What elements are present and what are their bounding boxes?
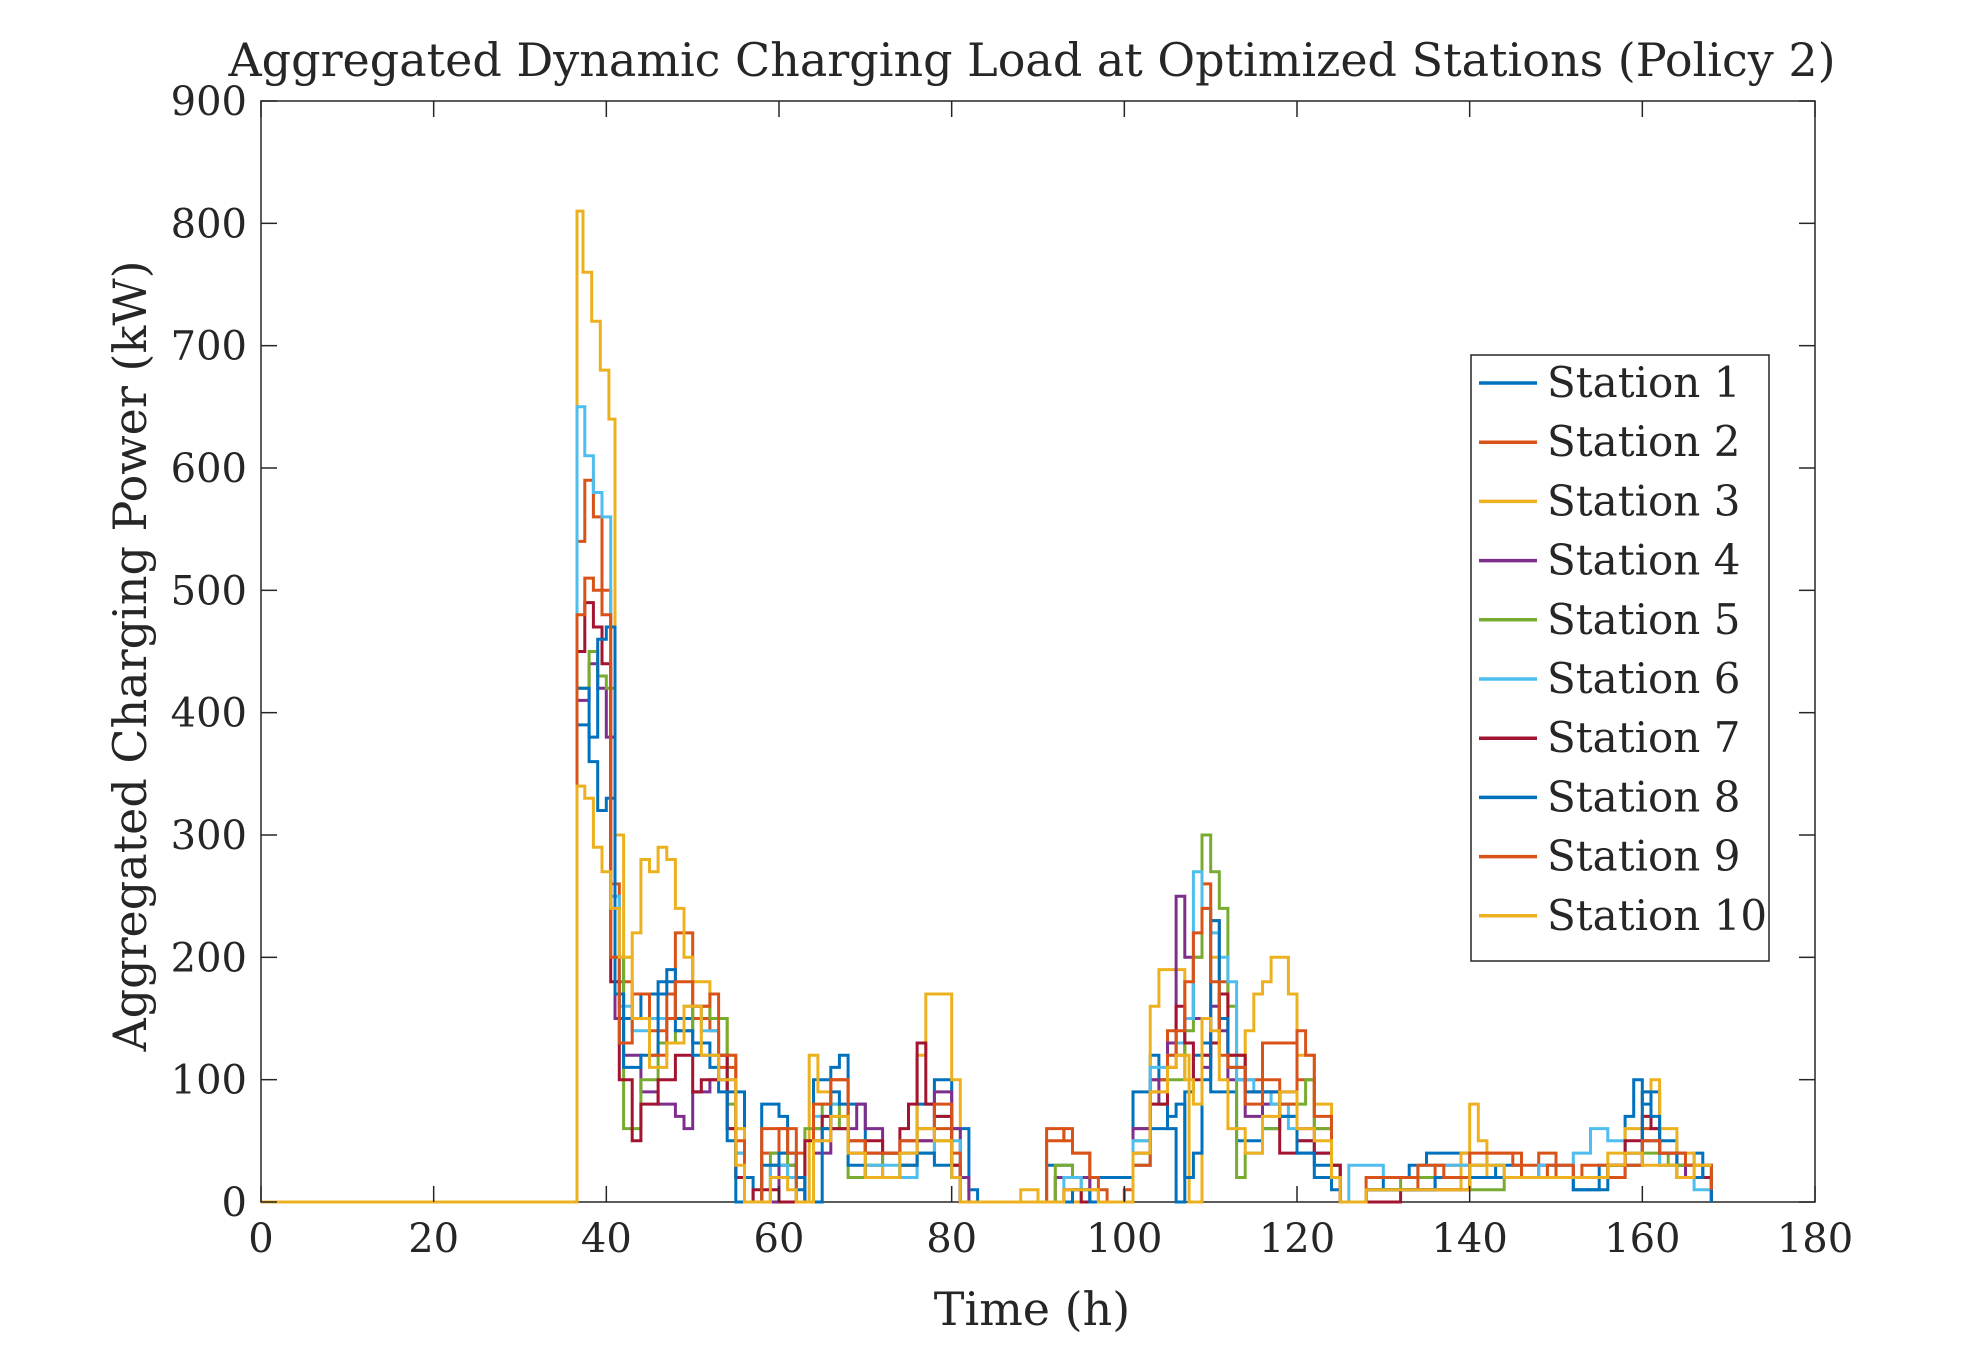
y-tick-label: 500 (171, 568, 247, 614)
legend-label-station-5: Station 5 (1547, 595, 1740, 644)
x-axis-label: Time (h) (934, 1282, 1130, 1336)
legend-label-station-4: Station 4 (1547, 536, 1740, 585)
x-tick-label: 60 (754, 1216, 805, 1262)
y-tick-label: 100 (171, 1058, 247, 1104)
x-tick-label: 40 (581, 1216, 632, 1262)
legend-label-station-8: Station 8 (1547, 772, 1740, 821)
ticks-group (260, 100, 1816, 1203)
legend-items: Station 1 Station 2 Station 3 Station 4 Stat… (1479, 358, 1767, 940)
legend-label-station-6: Station 6 (1547, 654, 1740, 703)
series-line-station-10 (261, 784, 1712, 1204)
x-tick-labels: 0 20 40 60 80 100 120 140 160 180 (248, 1216, 1853, 1262)
y-tick-labels: 0 100 200 300 400 500 600 700 800 900 (171, 79, 247, 1226)
legend-label-station-3: Station 3 (1547, 476, 1740, 525)
chart-title: Aggregated Dynamic Charging Load at Opti… (227, 33, 1835, 87)
x-tick-label: 80 (926, 1216, 977, 1262)
x-tick-label: 0 (248, 1216, 273, 1262)
y-tick-label: 800 (171, 201, 247, 247)
series-group (261, 209, 1713, 1204)
x-tick-label: 160 (1604, 1216, 1680, 1262)
x-tick-label: 140 (1431, 1216, 1507, 1262)
y-tick-label: 200 (171, 935, 247, 981)
legend-label-station-9: Station 9 (1547, 832, 1740, 881)
y-tick-label: 700 (171, 324, 247, 370)
y-axis-label: Aggregated Charging Power (kW) (103, 260, 157, 1052)
x-tick-label: 120 (1259, 1216, 1335, 1262)
y-tick-label: 0 (222, 1180, 247, 1226)
legend: Station 1 Station 2 Station 3 Station 4 Stat… (1470, 354, 1770, 962)
y-tick-label: 400 (171, 691, 247, 737)
legend-label-station-2: Station 2 (1547, 417, 1740, 466)
legend-label-station-7: Station 7 (1547, 713, 1740, 762)
series-line-station-9 (261, 576, 1713, 1204)
legend-box (1470, 354, 1770, 962)
y-tick-label: 600 (171, 446, 247, 492)
legend-label-station-10: Station 10 (1547, 891, 1767, 940)
legend-label-station-1: Station 1 (1547, 358, 1740, 407)
x-tick-label: 180 (1777, 1216, 1853, 1262)
y-tick-label: 900 (171, 79, 247, 125)
x-tick-label: 20 (408, 1216, 459, 1262)
y-tick-label: 300 (171, 813, 247, 859)
x-tick-label: 100 (1086, 1216, 1162, 1262)
